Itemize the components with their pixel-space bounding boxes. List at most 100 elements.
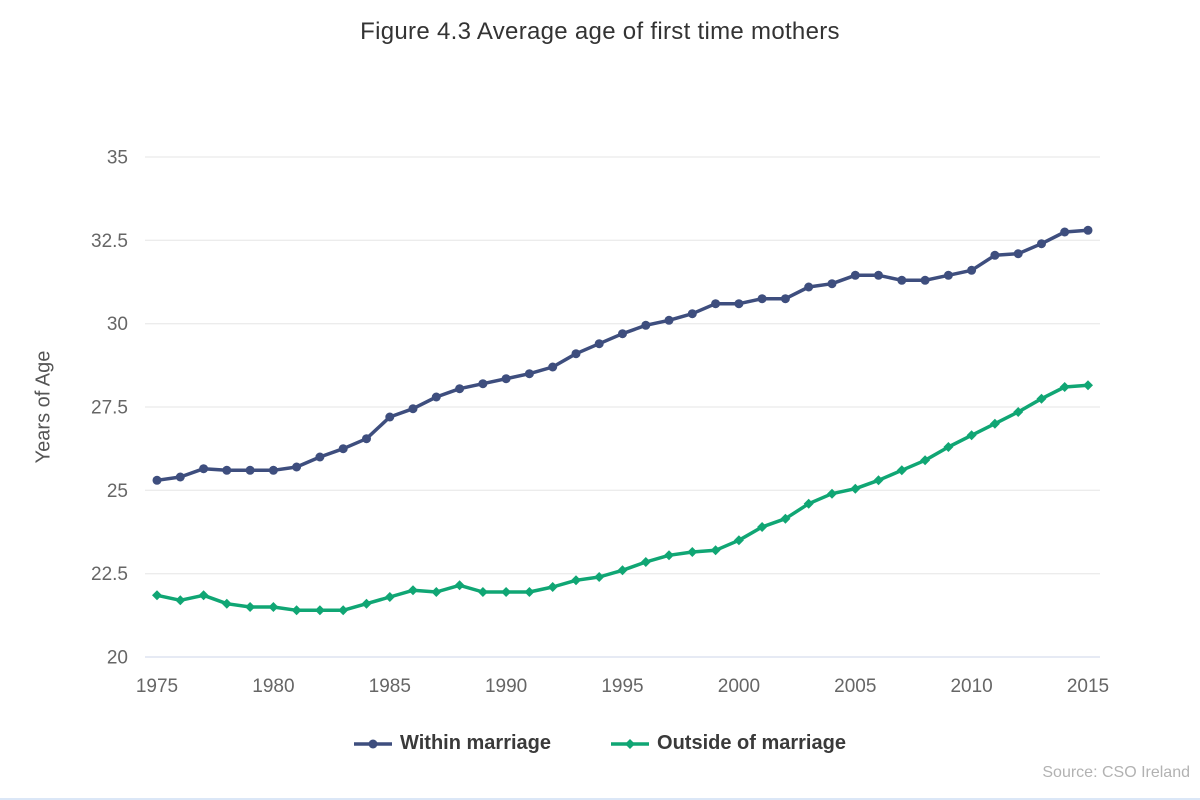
outside-marriage-line-marker-icon bbox=[611, 738, 650, 749]
data-point-marker bbox=[1036, 393, 1047, 404]
data-point-marker bbox=[431, 587, 442, 597]
y-tick-label: 32.5 bbox=[91, 231, 128, 252]
data-point-marker bbox=[1083, 380, 1093, 391]
data-point-marker bbox=[804, 282, 814, 292]
data-point-marker bbox=[617, 565, 628, 576]
x-tick-label: 1975 bbox=[136, 676, 178, 697]
y-tick-label: 25 bbox=[107, 481, 128, 502]
data-point-marker bbox=[152, 475, 162, 485]
x-tick-label: 1985 bbox=[369, 676, 411, 697]
data-point-marker bbox=[710, 545, 721, 556]
data-point-marker bbox=[477, 587, 488, 597]
data-point-marker bbox=[803, 498, 814, 509]
data-point-marker bbox=[733, 535, 744, 546]
data-point-marker bbox=[711, 299, 721, 309]
data-point-marker bbox=[384, 592, 395, 602]
data-point-marker bbox=[1083, 225, 1093, 235]
data-point-marker bbox=[199, 464, 209, 474]
data-point-marker bbox=[478, 379, 488, 389]
data-point-marker bbox=[314, 605, 325, 616]
data-point-marker bbox=[640, 557, 651, 567]
data-point-marker bbox=[455, 384, 465, 394]
data-point-marker bbox=[873, 475, 884, 486]
data-point-marker bbox=[338, 444, 348, 454]
x-tick-label: 2010 bbox=[950, 676, 992, 697]
legend-label-within-marriage: Within marriage bbox=[400, 732, 552, 754]
y-tick-label: 22.5 bbox=[91, 564, 128, 585]
data-point-marker bbox=[152, 590, 162, 601]
data-point-marker bbox=[1013, 407, 1024, 417]
data-point-marker bbox=[757, 522, 768, 532]
x-tick-label: 2000 bbox=[718, 676, 760, 697]
data-point-marker bbox=[780, 294, 790, 304]
data-point-marker bbox=[687, 547, 698, 557]
data-point-marker bbox=[943, 270, 953, 280]
data-point-marker bbox=[966, 430, 977, 441]
data-point-marker bbox=[338, 605, 349, 616]
data-point-marker bbox=[501, 587, 512, 597]
data-point-marker bbox=[850, 483, 861, 494]
data-point-marker bbox=[827, 488, 837, 499]
source-credit: Source: CSO Ireland bbox=[1042, 764, 1190, 781]
data-point-marker bbox=[664, 550, 674, 561]
data-point-marker bbox=[943, 442, 954, 452]
data-point-marker bbox=[245, 602, 256, 612]
data-point-marker bbox=[734, 299, 744, 309]
data-point-marker bbox=[362, 434, 371, 444]
data-point-marker bbox=[920, 455, 931, 466]
x-tick-label: 1980 bbox=[252, 676, 294, 697]
data-point-marker bbox=[524, 369, 534, 379]
data-point-marker bbox=[1013, 249, 1023, 259]
within-marriage-line-marker-icon bbox=[354, 739, 393, 748]
data-point-marker bbox=[780, 513, 791, 524]
y-tick-label: 20 bbox=[107, 648, 128, 669]
data-point-marker bbox=[1037, 239, 1046, 249]
chart-title: Figure 4.3 Average age of first time mot… bbox=[360, 18, 840, 45]
data-point-marker bbox=[687, 309, 697, 319]
data-point-marker bbox=[548, 362, 558, 372]
data-point-marker bbox=[664, 315, 674, 325]
data-point-marker bbox=[221, 598, 232, 609]
data-point-marker bbox=[967, 265, 977, 275]
data-point-marker bbox=[989, 418, 1000, 429]
data-point-marker bbox=[850, 270, 860, 280]
legend-label-outside-marriage: Outside of marriage bbox=[657, 732, 846, 754]
data-point-marker bbox=[408, 404, 418, 414]
data-point-marker bbox=[1059, 382, 1070, 392]
data-point-marker bbox=[175, 595, 186, 606]
data-point-marker bbox=[454, 580, 465, 591]
data-point-marker bbox=[990, 250, 1000, 260]
data-point-marker bbox=[175, 472, 185, 482]
data-point-marker bbox=[547, 582, 558, 592]
data-point-marker bbox=[594, 572, 605, 582]
x-tick-label: 1990 bbox=[485, 676, 527, 697]
x-tick-label: 2005 bbox=[834, 676, 876, 697]
data-point-marker bbox=[571, 349, 581, 359]
series-line-outside-of-marriage bbox=[155, 383, 1090, 613]
data-point-marker bbox=[757, 294, 767, 304]
data-point-marker bbox=[524, 587, 535, 597]
data-point-marker bbox=[385, 412, 395, 422]
data-point-marker bbox=[501, 374, 511, 384]
data-point-marker bbox=[408, 585, 418, 596]
data-point-marker bbox=[896, 465, 907, 476]
data-point-marker bbox=[641, 320, 651, 330]
bottom-edge-divider bbox=[0, 798, 1200, 800]
data-point-marker bbox=[920, 275, 930, 285]
legend-item-within-marriage[interactable]: Within marriage bbox=[354, 732, 551, 755]
legend-item-outside-marriage[interactable]: Outside of marriage bbox=[611, 732, 846, 755]
data-point-marker bbox=[594, 339, 604, 349]
legend-circle-marker bbox=[368, 739, 378, 748]
data-point-marker bbox=[431, 392, 441, 402]
data-point-marker bbox=[874, 270, 883, 280]
data-point-marker bbox=[292, 462, 302, 472]
legend: Within marriage Outside of marriage bbox=[0, 732, 1200, 755]
y-tick-label: 27.5 bbox=[91, 398, 128, 419]
data-point-marker bbox=[361, 598, 372, 609]
x-tick-label: 1995 bbox=[601, 676, 643, 697]
data-point-marker bbox=[291, 605, 302, 616]
data-point-marker bbox=[268, 465, 278, 475]
data-point-marker bbox=[618, 329, 627, 339]
